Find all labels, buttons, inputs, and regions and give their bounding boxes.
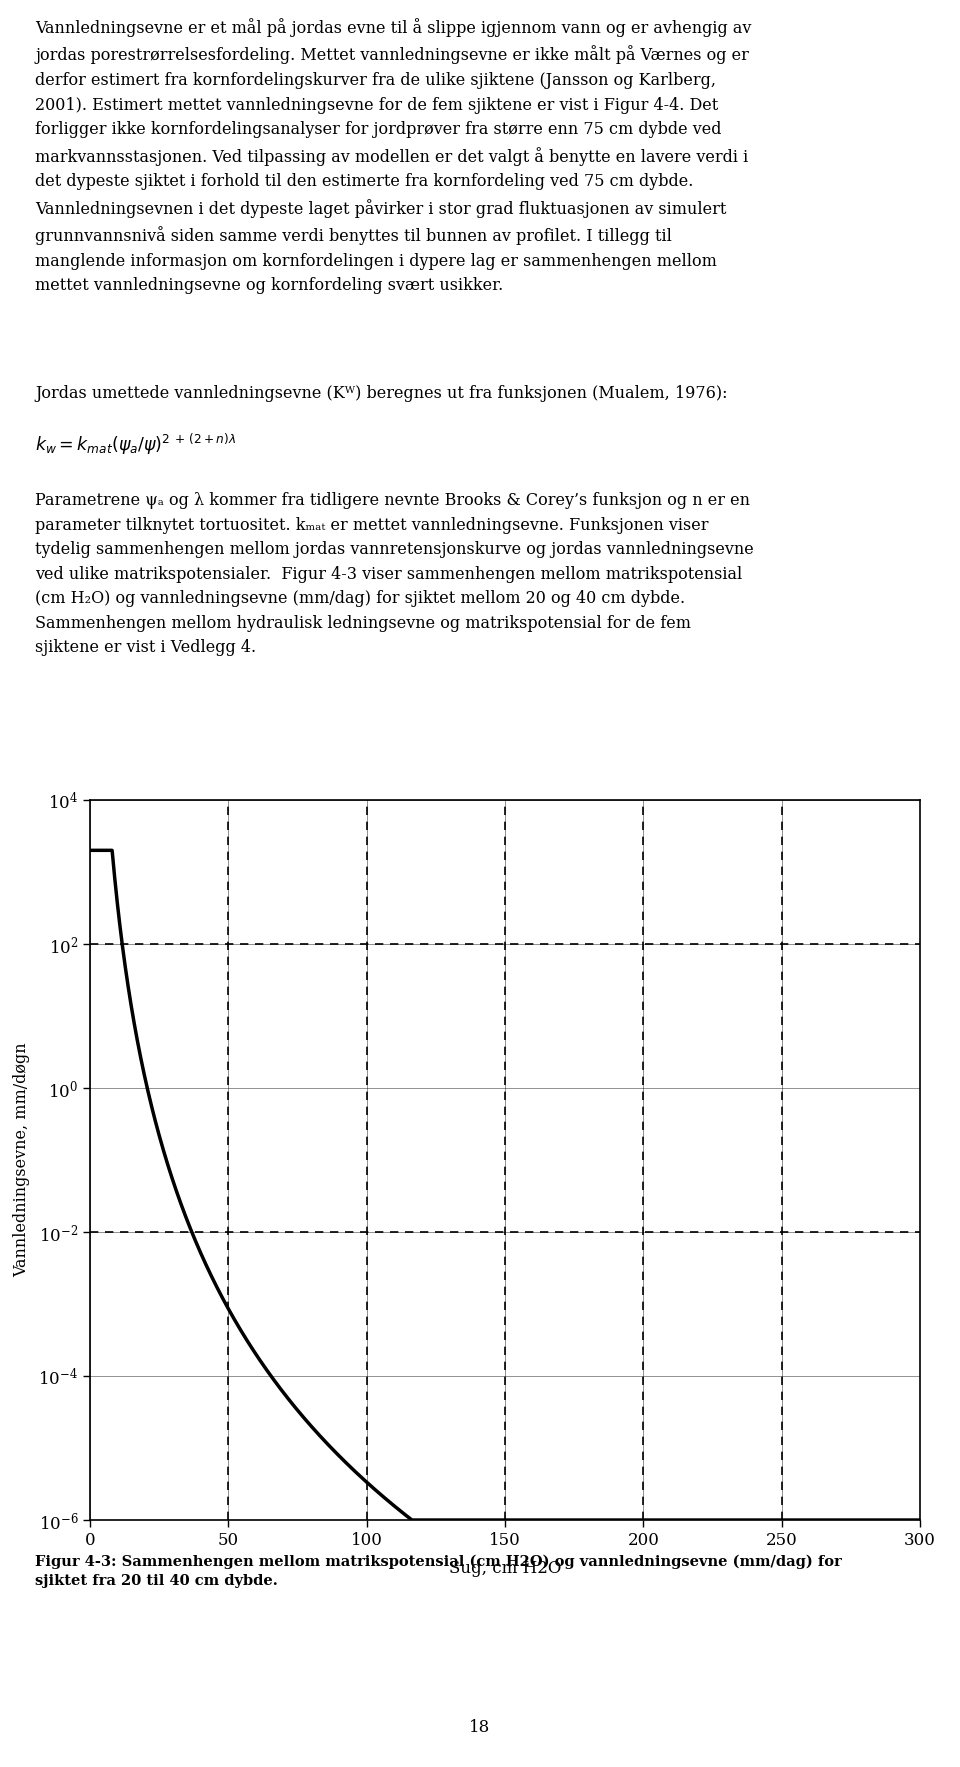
Text: Vannledningsevne er et mål på jordas evne til å slippe igjennom vann og er avhen: Vannledningsevne er et mål på jordas evn… bbox=[35, 18, 752, 295]
Y-axis label: Vannledningsevne, mm/døgn: Vannledningsevne, mm/døgn bbox=[13, 1043, 30, 1278]
Text: Figur 4-3: Sammenhengen mellom matrikspotensial (cm H2O) og vannledningsevne (mm: Figur 4-3: Sammenhengen mellom matrikspo… bbox=[35, 1555, 842, 1589]
X-axis label: Sug, cm H2O: Sug, cm H2O bbox=[449, 1560, 562, 1576]
Text: Parametrene ψₐ og λ kommer fra tidligere nevnte Brooks & Corey’s funksjon og n e: Parametrene ψₐ og λ kommer fra tidligere… bbox=[35, 491, 754, 656]
Text: Jordas umettede vannledningsevne (Κᵂ) beregnes ut fra funksjonen (Mualem, 1976):: Jordas umettede vannledningsevne (Κᵂ) be… bbox=[35, 385, 728, 403]
Text: 18: 18 bbox=[469, 1719, 491, 1735]
Text: $k_w = k_{mat}(\psi_a/\psi)^{2\,+\,(2+n)\lambda}$: $k_w = k_{mat}(\psi_a/\psi)^{2\,+\,(2+n)… bbox=[35, 431, 236, 458]
